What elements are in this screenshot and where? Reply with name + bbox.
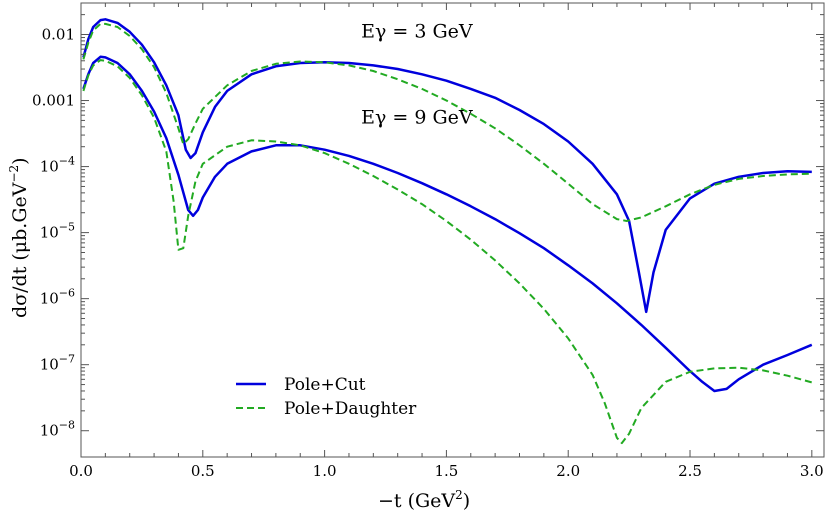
legend-label-pole-cut: Pole+Cut xyxy=(284,375,366,395)
y-tick-label: 10−8 xyxy=(40,419,75,440)
legend-label-pole-daughter: Pole+Daughter xyxy=(284,399,417,419)
x-tick-label: 1.5 xyxy=(434,462,458,480)
series-layer xyxy=(82,18,813,445)
x-tick-label: 0.5 xyxy=(191,462,215,480)
annotation-label: Eγ = 9 GeV xyxy=(361,106,473,128)
x-tick-label: 0.0 xyxy=(69,462,93,480)
y-tick-label: 10−7 xyxy=(40,353,75,374)
plot-frame xyxy=(80,2,825,458)
y-tick-label: 0.01 xyxy=(42,26,75,44)
y-tick-label: 10−5 xyxy=(40,221,75,242)
x-tick-label: 2.5 xyxy=(678,462,702,480)
annotation-label: Eγ = 3 GeV xyxy=(361,21,473,43)
y-axis-label: dσ/dt (μb.GeV−2) xyxy=(7,157,31,318)
series-pole-daughter-e-9-gev xyxy=(82,59,813,445)
x-axis-label: −t (GeV2) xyxy=(378,488,470,512)
x-tick-label: 1.0 xyxy=(313,462,337,480)
x-tick-label: 3.0 xyxy=(800,462,824,480)
y-tick-label: 10−4 xyxy=(40,155,75,176)
x-tick-label: 2.0 xyxy=(556,462,580,480)
y-tick-label: 10−6 xyxy=(40,287,75,308)
axis-layer: 0.0 0.5 1.0 1.5 2.0 2.5 3.0 0.01 0.001 10−4 10−5 10… xyxy=(32,2,824,480)
annotation-layer: Eγ = 3 GeV Eγ = 9 GeV xyxy=(361,21,473,129)
y-tick-label: 0.001 xyxy=(32,92,75,110)
legend: Pole+Cut Pole+Daughter xyxy=(236,375,417,419)
series-pole-daughter-e-3-gev xyxy=(82,22,812,222)
series-pole-cut-e-3-gev xyxy=(82,18,812,314)
